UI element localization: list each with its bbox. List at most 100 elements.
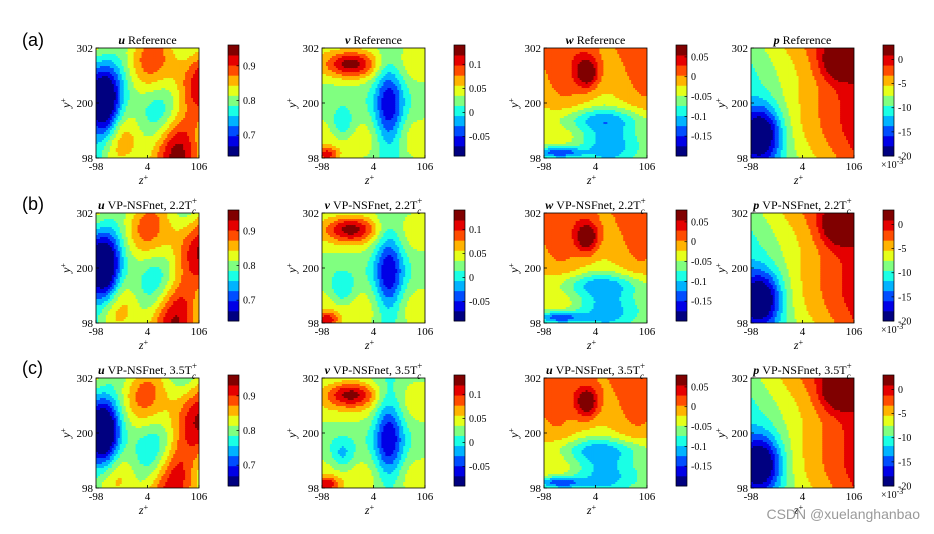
colorbar-band [228, 385, 239, 396]
colorbar-band [883, 455, 894, 467]
y-tick-label: 302 [732, 208, 749, 220]
colorbar-band [454, 220, 465, 231]
colorbar-band [676, 270, 687, 282]
colorbar-tick-label: 0.1 [469, 390, 482, 401]
colorbar-band [676, 415, 687, 426]
heatmap [751, 378, 854, 488]
colorbar-band [454, 375, 465, 386]
y-tick-label: 200 [525, 98, 542, 110]
x-tick-label: 4 [800, 491, 806, 503]
colorbar-band [883, 425, 894, 436]
x-axis-label: z+ [138, 173, 149, 188]
x-tick-label: -98 [315, 491, 330, 503]
colorbar-band [454, 115, 465, 127]
colorbar-band [454, 290, 465, 302]
x-axis-label: z+ [364, 503, 375, 518]
colorbar: -0.15 -0.1 -0.05 0 0.05 [675, 209, 712, 322]
colorbar-tick-label: 0.05 [469, 84, 487, 95]
colorbar-exponent: ×10-3 [881, 157, 903, 172]
colorbar-band [676, 445, 687, 457]
colorbar: 0.7 0.8 0.9 [227, 209, 256, 322]
colorbar-band [883, 465, 894, 477]
x-axis-label: z+ [586, 173, 597, 188]
colorbar-band [228, 475, 239, 487]
heatmap [96, 48, 199, 158]
x-tick-label: 106 [191, 326, 208, 338]
x-tick-label: 4 [593, 161, 599, 173]
x-tick-label: 106 [191, 161, 208, 173]
x-tick-label: 106 [417, 491, 434, 503]
colorbar-band [228, 45, 239, 56]
colorbar-frame [675, 374, 688, 487]
x-tick-label: 106 [417, 326, 434, 338]
colorbar-band [676, 425, 687, 436]
colorbar-band [883, 65, 894, 76]
y-axis-label: y+ [59, 98, 74, 109]
colorbar-tick-label: -0.15 [691, 132, 712, 143]
x-tick-label: 4 [593, 491, 599, 503]
colorbar-band [883, 240, 894, 251]
colorbar-band [676, 45, 687, 56]
colorbar-band [676, 385, 687, 396]
y-tick-label: 98 [82, 153, 94, 165]
colorbar-band [454, 405, 465, 416]
colorbar-band [676, 475, 687, 487]
colorbar-band [676, 280, 687, 292]
y-tick-label: 302 [303, 373, 320, 385]
colorbar: -0.05 0 0.05 0.1 [453, 209, 490, 322]
colorbar-band [228, 115, 239, 127]
x-tick-label: -98 [89, 161, 104, 173]
colorbar-tick-label: -0.05 [691, 92, 712, 103]
colorbar-band [676, 210, 687, 221]
watermark: CSDN @xuelanghanbao [766, 506, 920, 522]
heatmap [322, 213, 425, 323]
colorbar-tick-label: 0.8 [243, 261, 256, 272]
colorbar-band [228, 290, 239, 302]
colorbar-tick-label: -0.1 [691, 277, 707, 288]
panel-title: v VP-NSFnet, 3.5Tc+ [325, 361, 423, 381]
colorbar-band [676, 395, 687, 406]
y-tick-label: 98 [308, 483, 320, 495]
colorbar-tick-label: -10 [898, 268, 911, 279]
colorbar-band [454, 55, 465, 66]
x-tick-label: -98 [315, 161, 330, 173]
row-label-b: (b) [22, 194, 44, 215]
colorbar-band [228, 395, 239, 406]
colorbar-band [228, 375, 239, 386]
colorbar-tick-label: -0.1 [691, 112, 707, 123]
panel-0-1: v Reference -98 4 106 98 200 302 z+ y+ -0.05 0 0.05… [285, 33, 490, 187]
colorbar-band [676, 290, 687, 302]
colorbar-tick-label: 0.05 [469, 249, 487, 260]
colorbar-band [454, 310, 465, 322]
colorbar-tick-label: 0.9 [243, 61, 256, 72]
colorbar-frame [453, 44, 466, 157]
x-tick-label: 106 [846, 326, 863, 338]
colorbar-band [676, 125, 687, 137]
panel-title: p VP-NSFnet, 2.2Tc+ [752, 196, 851, 216]
colorbar-tick-label: 0 [898, 385, 903, 396]
colorbar-band [883, 290, 894, 302]
colorbar-frame [675, 44, 688, 157]
y-tick-label: 98 [530, 318, 542, 330]
colorbar: -0.15 -0.1 -0.05 0 0.05 [675, 44, 712, 157]
colorbar-exponent: ×10-3 [881, 487, 903, 502]
y-tick-label: 200 [525, 263, 542, 275]
panel-2-1: v VP-NSFnet, 3.5Tc+ -98 4 106 98 200 302 z+ y+ -0… [285, 361, 490, 517]
x-axis-label: z+ [793, 503, 804, 518]
y-tick-label: 302 [732, 373, 749, 385]
panel-title: u VP-NSFnet, 2.2Tc+ [98, 196, 197, 216]
colorbar-band [228, 445, 239, 457]
colorbar-band [676, 240, 687, 251]
panel-2-2: u VP-NSFnet, 3.5Tc+ -98 4 106 98 200 302 z+ y+ -0… [507, 361, 712, 517]
colorbar-band [454, 465, 465, 477]
colorbar-band [883, 75, 894, 86]
panel-2-3: p VP-NSFnet, 3.5Tc+ -98 4 106 98 200 302 z+ y+ -2… [714, 361, 912, 517]
colorbar-band [676, 95, 687, 106]
y-axis-label: y+ [714, 263, 729, 274]
colorbar-tick-label: 0.9 [243, 391, 256, 402]
colorbar-band [883, 385, 894, 396]
x-tick-label: 106 [639, 161, 656, 173]
y-tick-label: 200 [303, 428, 320, 440]
colorbar-band [454, 210, 465, 221]
colorbar-tick-label: 0.8 [243, 426, 256, 437]
